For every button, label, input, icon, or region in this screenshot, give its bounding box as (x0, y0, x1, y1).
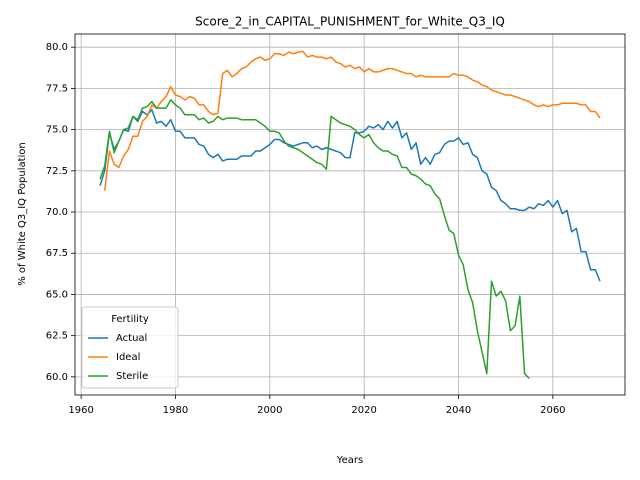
plot-frame (74, 33, 626, 396)
y-tick-label: 65.0 (46, 289, 68, 300)
y-tick-label: 75.0 (46, 125, 68, 136)
y-tick-label: 62.5 (46, 331, 68, 342)
x-tick-label: 2020 (351, 405, 376, 416)
y-axis-label: % of White Q3_IQ Population (17, 142, 28, 286)
legend: Fertility Actual Ideal Sterile (81, 306, 179, 389)
data-line (99, 109, 601, 282)
x-tick-label: 2040 (446, 405, 471, 416)
legend-label: Ideal (116, 352, 140, 363)
y-tick-label: 60.0 (46, 372, 68, 383)
data-line (103, 50, 601, 191)
y-tick-label: 67.5 (46, 248, 68, 259)
legend-label: Sterile (116, 371, 148, 382)
y-tick-label: 72.5 (46, 166, 68, 177)
legend-title: Fertility (111, 314, 149, 325)
chart-title: Score_2_in_CAPITAL_PUNISHMENT_for_White_… (195, 15, 505, 29)
x-tick-label: 2000 (257, 405, 282, 416)
y-tick-label: 77.5 (46, 83, 68, 94)
legend-box (81, 306, 179, 389)
y-tick-label: 80.0 (46, 42, 68, 53)
x-axis-label: Years (336, 455, 363, 466)
y-tick-label: 70.0 (46, 207, 68, 218)
x-tick-label: 1980 (163, 405, 188, 416)
x-tick-label: 1960 (68, 405, 93, 416)
legend-label: Actual (116, 333, 147, 344)
x-tick-label: 2060 (540, 405, 565, 416)
data-line (99, 99, 530, 380)
